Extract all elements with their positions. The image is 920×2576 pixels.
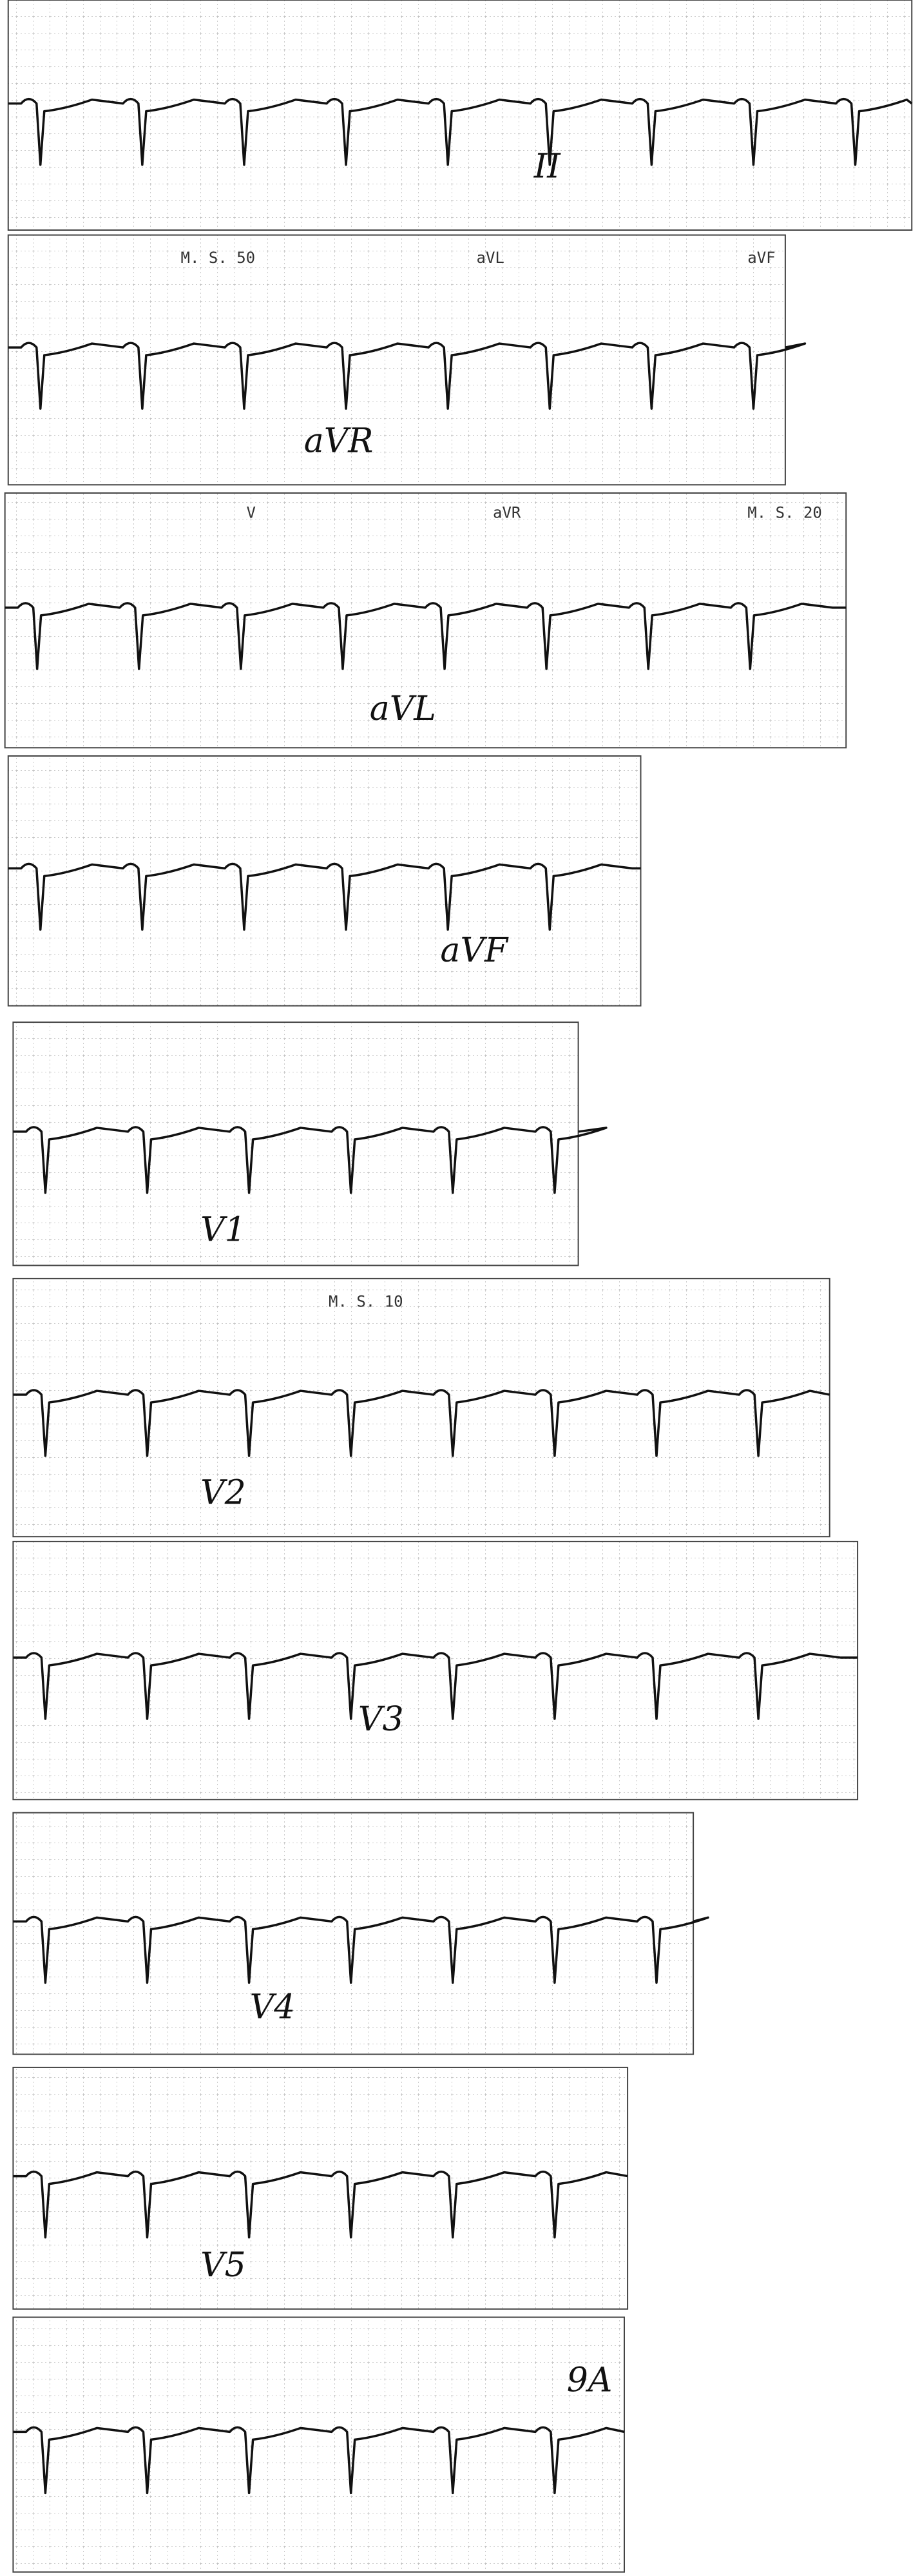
strip [12, 1277, 830, 1538]
ecg-trace [13, 1652, 858, 1720]
ecg-trace [13, 2426, 625, 2495]
lead-label: aVL [370, 690, 436, 728]
strip [7, 755, 642, 1007]
strip [12, 2066, 629, 2310]
strip [12, 1022, 579, 1266]
ecg-trace [13, 1126, 608, 1194]
ecg-trace [8, 342, 807, 410]
ecg-trace [13, 2170, 628, 2239]
strip-header: aVR [493, 503, 521, 521]
strip-header: V [247, 503, 256, 521]
lead-label: V4 [250, 1988, 296, 2026]
lead-label: II [533, 147, 562, 186]
strip [12, 1812, 695, 2055]
lead-label: V1 [200, 1210, 246, 1249]
lead-label: aVF [440, 931, 509, 970]
lead-label: V3 [358, 1700, 404, 1739]
strip [4, 492, 847, 749]
strip-header: aVL [477, 249, 504, 267]
ecg-trace [8, 97, 913, 166]
lead-label: 9A [567, 2361, 613, 2399]
strip-header: M. S. 10 [329, 1292, 403, 1310]
strip-header: M. S. 20 [747, 503, 822, 521]
strip [7, 0, 913, 231]
strip [12, 2316, 625, 2573]
lead-label: aVR [304, 421, 374, 460]
lead-label: V2 [200, 1473, 246, 1512]
strip [7, 234, 786, 486]
ecg-trace [13, 1389, 830, 1457]
strip-header: aVF [747, 249, 775, 267]
ecg-trace [8, 862, 641, 931]
strip-header: M. S. 50 [181, 249, 256, 267]
ecg-trace [13, 1915, 709, 1984]
lead-label: V5 [200, 2246, 246, 2285]
strip [12, 1540, 859, 1801]
ecg-trace [5, 602, 847, 670]
